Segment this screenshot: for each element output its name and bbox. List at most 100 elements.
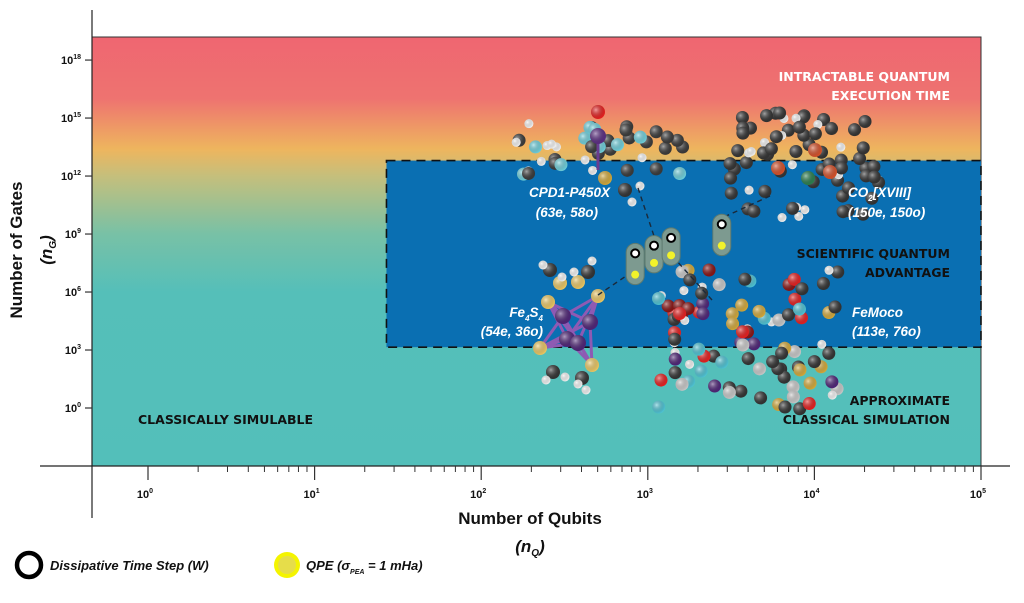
atom-highlight — [658, 141, 672, 155]
atom — [808, 127, 822, 141]
atom — [702, 263, 716, 277]
atom-highlight — [801, 171, 815, 185]
atom — [560, 372, 570, 382]
region-label-line: SCIENTIFIC QUANTUM — [797, 246, 950, 261]
atom-highlight — [792, 302, 806, 316]
atom-highlight — [867, 160, 881, 174]
legend: Dissipative Time Step (W) QPE (σPEA = 1 … — [14, 550, 423, 580]
molecule-illustrations — [511, 105, 886, 416]
region-label-line: CLASSICALLY SIMULABLE — [138, 412, 313, 427]
data-point-dissipative — [649, 240, 660, 251]
atom-highlight — [611, 138, 625, 152]
atom-highlight — [546, 365, 560, 379]
atom — [787, 160, 797, 170]
atom — [618, 183, 632, 197]
atom-highlight — [570, 335, 586, 351]
atom-highlight — [722, 385, 736, 399]
atom-highlight — [725, 307, 739, 321]
tick-exponent: 3 — [77, 344, 81, 351]
atom-highlight — [547, 139, 557, 149]
atom — [679, 286, 689, 296]
atom-highlight — [800, 205, 810, 215]
x-axis-subtitle: (nQ) — [515, 537, 545, 559]
atom — [758, 184, 772, 198]
region-label-line: CLASSICAL SIMULATION — [783, 412, 950, 427]
tick-base: 10 — [470, 489, 482, 501]
atom — [731, 144, 745, 158]
atom — [775, 346, 789, 360]
atom-highlight — [778, 400, 792, 414]
atom — [836, 205, 850, 219]
atom — [712, 278, 726, 292]
atom — [695, 286, 709, 300]
atom — [827, 390, 837, 400]
region-label-line: ADVANTAGE — [865, 265, 950, 280]
x-tick-label: 103 — [637, 488, 653, 501]
atom-highlight — [712, 278, 726, 292]
atom — [787, 272, 801, 286]
tick-base: 10 — [637, 489, 649, 501]
atom-highlight — [735, 111, 749, 125]
y-axis-subtitle: (nG) — [37, 235, 59, 265]
atom — [591, 289, 605, 303]
atom-highlight — [747, 337, 761, 351]
atom-highlight — [555, 308, 571, 324]
atom — [620, 163, 634, 177]
atom-highlight — [668, 332, 682, 346]
atom — [771, 161, 785, 175]
tick-base: 10 — [803, 489, 815, 501]
atom — [524, 119, 534, 129]
atom — [802, 397, 816, 411]
tick-exponent: 5 — [982, 488, 986, 495]
atom — [723, 157, 737, 171]
atom — [637, 153, 647, 163]
atom — [828, 300, 842, 314]
atom — [675, 377, 689, 391]
atom-highlight — [560, 372, 570, 382]
y-axis-title: Number of Gates — [7, 182, 26, 319]
atom — [570, 335, 586, 351]
tick-base: 10 — [970, 489, 982, 501]
molecule-label-femoco: FeMoco (113e, 76o) — [852, 305, 921, 339]
atom-highlight — [867, 170, 881, 184]
atom — [803, 376, 817, 390]
atom — [652, 292, 666, 306]
atom-highlight — [773, 106, 787, 120]
atom-highlight — [865, 191, 879, 205]
tick-exponent: 12 — [73, 170, 81, 177]
atom-highlight — [758, 184, 772, 198]
atom — [808, 143, 822, 157]
atom — [858, 115, 872, 129]
atom — [685, 359, 695, 369]
atom-highlight — [858, 115, 872, 129]
atom-highlight — [585, 358, 599, 372]
axes: 100 101 102 103 104 1051001031061091012101510… — [40, 10, 1010, 518]
tick-base: 10 — [65, 345, 77, 357]
atom — [696, 297, 710, 311]
atom — [661, 299, 675, 313]
tick-base: 10 — [61, 171, 73, 183]
atom-highlight — [772, 313, 786, 327]
atom-highlight — [822, 346, 836, 360]
atom-highlight — [692, 342, 706, 356]
atom-highlight — [654, 373, 668, 387]
atom — [856, 141, 870, 155]
atom-highlight — [702, 263, 716, 277]
x-tick-label: 102 — [470, 488, 486, 501]
molecule-label-co2: CO2[XVIII] (150e, 150o) — [848, 185, 926, 220]
atom-highlight — [848, 123, 862, 137]
atom-highlight — [511, 137, 521, 147]
atom-highlight — [695, 286, 709, 300]
atom-highlight — [856, 207, 870, 221]
atom-highlight — [708, 379, 722, 393]
link-line — [674, 258, 713, 301]
molecule-size: (54e, 36o) — [481, 324, 544, 339]
atom — [744, 185, 754, 195]
atom — [801, 171, 815, 185]
atom — [582, 314, 598, 330]
y-tick-label: 103 — [65, 344, 81, 357]
atom — [522, 166, 536, 180]
region-label-line: APPROXIMATE — [850, 393, 950, 408]
atom-highlight — [735, 298, 749, 312]
